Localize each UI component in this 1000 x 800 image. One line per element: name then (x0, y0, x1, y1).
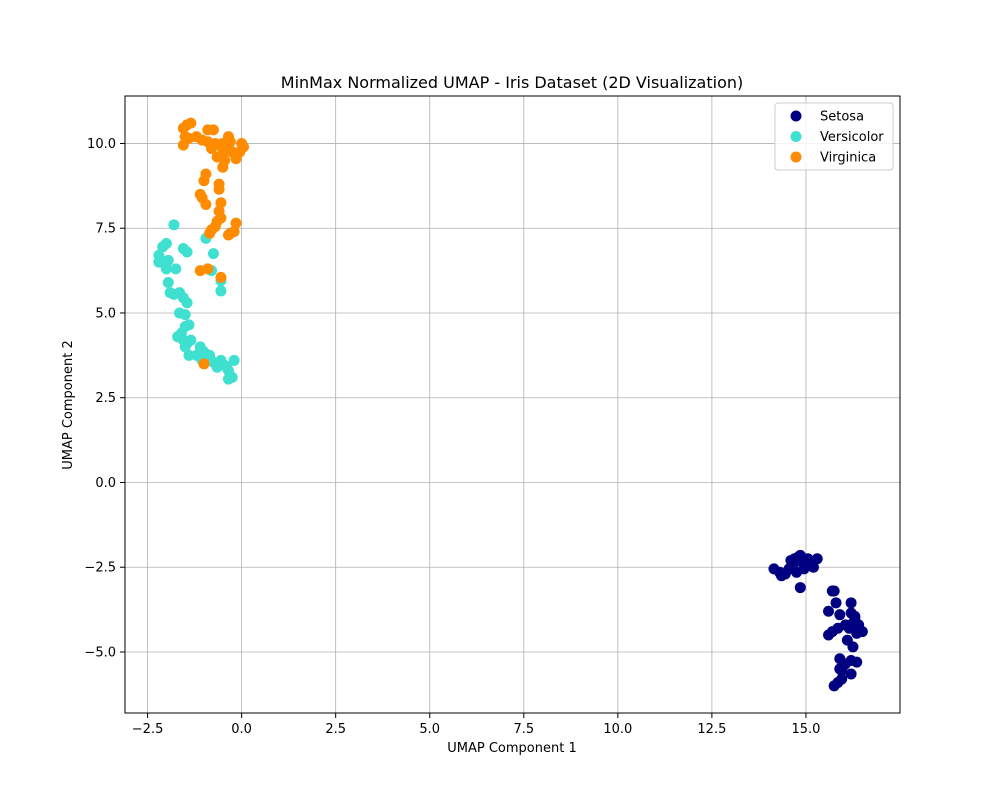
setosa-point (787, 560, 799, 572)
setosa-point (834, 609, 846, 621)
virginica-point (198, 358, 210, 370)
legend-label-virginica: Virginica (820, 151, 876, 166)
legend-label-setosa: Setosa (820, 110, 864, 125)
axes-frame (124, 95, 901, 714)
virginica-point (213, 183, 225, 195)
y-axis-label: UMAP Component 2 (61, 340, 76, 469)
versicolor-point (185, 334, 197, 346)
virginica-point (215, 271, 227, 283)
y-tick-label: −5.0 (84, 645, 116, 660)
setosa-point (843, 622, 855, 634)
setosa-point (828, 680, 840, 692)
virginica-point (202, 263, 214, 275)
x-tick-label: 15.0 (791, 722, 820, 737)
legend: Setosa Versicolor Virginica (774, 102, 894, 171)
y-tick-label: 0.0 (95, 476, 116, 491)
x-tick-label: 5.0 (419, 722, 440, 737)
versicolor-point (183, 349, 195, 361)
x-tick-label: 0.0 (231, 722, 252, 737)
virginica-point (217, 161, 229, 173)
virginica-point (198, 175, 210, 187)
y-tick-label: −2.5 (84, 561, 116, 576)
x-tick-label: 7.5 (513, 722, 534, 737)
versicolor-point (160, 263, 172, 275)
x-tick-label: 10.0 (603, 722, 632, 737)
virginica-point (202, 136, 214, 148)
versicolor-point (162, 276, 174, 288)
versicolor-point (211, 358, 223, 370)
legend-marker-setosa (790, 110, 802, 122)
legend-marker-versicolor (790, 131, 802, 142)
y-tick-label: 7.5 (95, 222, 116, 237)
setosa-point (851, 656, 863, 668)
setosa-point (849, 612, 861, 624)
chart-title: MinMax Normalized UMAP - Iris Dataset (2… (281, 73, 743, 92)
setosa-point (845, 597, 857, 609)
versicolor-point (157, 241, 169, 253)
x-axis-label: UMAP Component 1 (447, 741, 576, 756)
setosa-point (823, 605, 835, 617)
versicolor-point (228, 354, 240, 366)
x-tick-label: 2.5 (325, 722, 346, 737)
versicolor-point (179, 309, 191, 321)
y-tick-label: 10.0 (87, 137, 116, 152)
setosa-point (834, 663, 846, 675)
versicolor-point (215, 285, 227, 297)
versicolor-point (162, 254, 174, 266)
versicolor-point (226, 371, 238, 383)
x-tick-label: −2.5 (132, 722, 164, 737)
versicolor-point (168, 219, 180, 231)
legend-label-versicolor: Versicolor (820, 130, 884, 145)
versicolor-point (170, 263, 182, 275)
versicolor-point (181, 297, 193, 309)
x-tick-label: 12.5 (697, 722, 726, 737)
data-points (153, 117, 868, 692)
setosa-point (800, 556, 812, 568)
axis-ticks: −2.5 0.0 2.5 5.0 7.5 10.0 12.5 15.0 −5.0 −2.5 0.0 2… (84, 137, 820, 737)
legend-marker-virginica (790, 151, 802, 163)
virginica-point (215, 197, 227, 209)
setosa-point (845, 668, 857, 680)
setosa-point (794, 582, 806, 594)
virginica-point (200, 198, 212, 210)
setosa-point (830, 597, 842, 609)
virginica-point (230, 217, 242, 229)
setosa-point (823, 629, 835, 641)
virginica-point (222, 229, 234, 241)
setosa-point (811, 553, 823, 565)
virginica-point (238, 141, 250, 153)
virginica-point (221, 137, 233, 149)
virginica-point (207, 124, 219, 136)
legend-box (774, 102, 894, 171)
setosa-point (828, 585, 840, 597)
versicolor-point (181, 246, 193, 258)
virginica-point (185, 117, 197, 129)
versicolor-point (221, 361, 233, 373)
y-tick-label: 5.0 (95, 306, 116, 321)
versicolor-point (207, 248, 219, 260)
y-tick-label: 2.5 (95, 391, 116, 406)
setosa-point (847, 641, 859, 653)
virginica-point (204, 227, 216, 239)
